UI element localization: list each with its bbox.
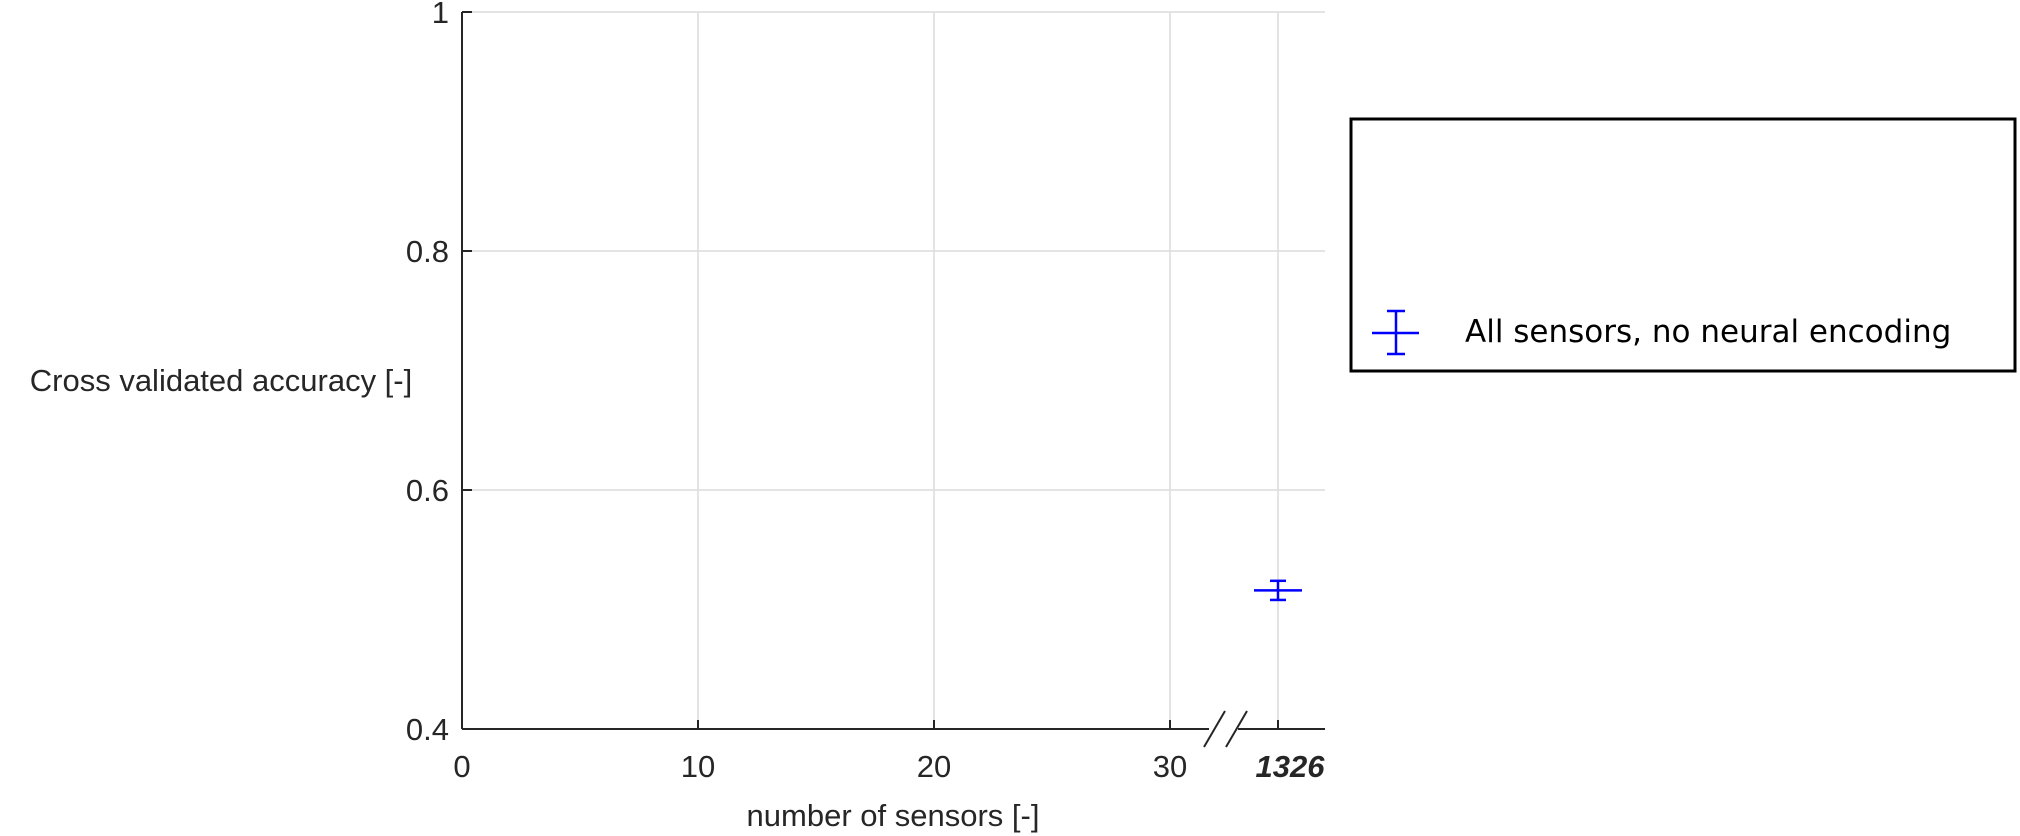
legend-box <box>1349 117 2017 373</box>
y-axis-label: Cross validated accuracy [-] <box>30 363 412 398</box>
x-tick-label: 30 <box>1153 749 1187 784</box>
tick-marks <box>461 11 1279 730</box>
y-tick-label: 1 <box>432 0 449 30</box>
y-tick-label: 0.8 <box>406 234 449 269</box>
axis-break-mark-2 <box>1225 710 1248 748</box>
axis-break-mark-1 <box>1203 710 1226 748</box>
x-tick-label: 10 <box>681 749 715 784</box>
legend: All sensors, no neural encoding <box>1349 117 2017 373</box>
x-tick-label: 0 <box>453 749 470 784</box>
errorbar-point <box>1254 579 1302 602</box>
break-tick-label: 1326 <box>1256 749 1326 784</box>
x-axis-label: number of sensors [-] <box>747 798 1040 833</box>
data-markers <box>1254 579 1302 602</box>
grid-lines <box>462 11 1325 729</box>
y-tick-label: 0.6 <box>406 473 449 508</box>
legend-errorbar-icon <box>1372 309 1419 356</box>
x-tick-label: 20 <box>917 749 951 784</box>
axes <box>461 12 1325 748</box>
tick-labels: 0 10 20 30 0.4 0.6 0.8 1 <box>406 0 1187 784</box>
y-tick-label: 0.4 <box>406 712 449 747</box>
legend-label: All sensors, no neural encoding <box>1465 314 1951 350</box>
